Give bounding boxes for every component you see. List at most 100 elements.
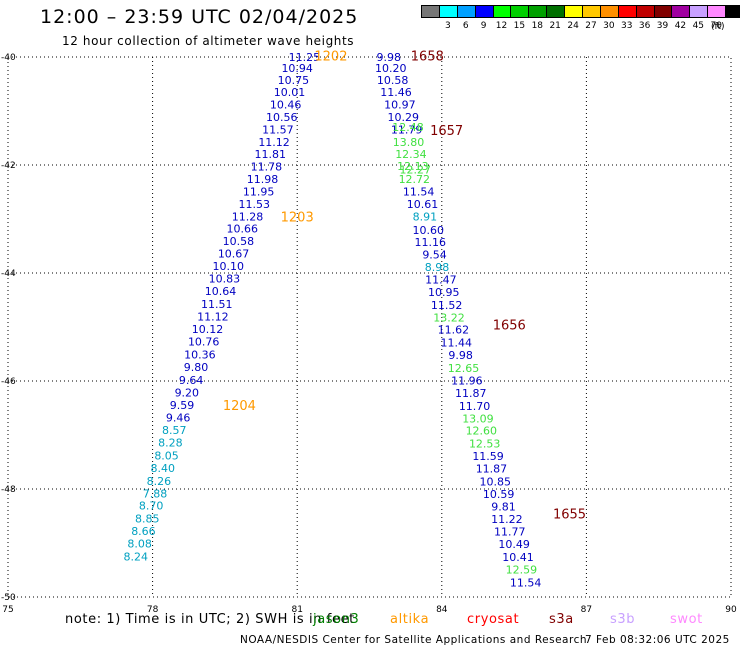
pass-time-label: 1203 xyxy=(281,210,314,225)
scale-bin: 24 xyxy=(564,5,584,31)
wave-height-value: 11.77 xyxy=(494,526,526,539)
wave-height-value: 9.46 xyxy=(166,412,191,425)
wave-height-value: 11.57 xyxy=(262,123,294,136)
wave-height-value: 10.01 xyxy=(274,86,306,99)
wave-height-value: 10.60 xyxy=(413,224,445,237)
wave-height-value: 9.64 xyxy=(179,374,204,387)
wave-height-value: 8.05 xyxy=(154,450,179,463)
wave-height-value: 7.88 xyxy=(143,487,168,500)
wave-height-value: 10.12 xyxy=(192,323,224,336)
wave-height-value: 12.59 xyxy=(506,563,538,576)
scale-label: 30 xyxy=(603,21,615,31)
wave-height-value: 10.75 xyxy=(278,74,310,87)
scale-label: 42 xyxy=(674,21,687,31)
wave-height-value: 11.51 xyxy=(201,298,233,311)
wave-height-value: 11.79 xyxy=(391,123,423,136)
note-text: note: 1) Time is in UTC; 2) SWH is in fe… xyxy=(65,612,355,627)
scale-label: 27 xyxy=(585,21,597,31)
wave-height-value: 11.52 xyxy=(431,299,463,312)
scale-label: 15 xyxy=(513,21,526,31)
wave-height-value: 13.09 xyxy=(462,412,494,425)
scale-label: 6 xyxy=(462,21,469,31)
wave-height-value: 9.59 xyxy=(170,399,195,412)
wave-height-value: 8.91 xyxy=(413,210,438,223)
scale-label: 24 xyxy=(567,21,579,31)
scale-label: 18 xyxy=(531,21,544,31)
mission-altika: altika xyxy=(390,612,430,627)
wave-height-value: 8.66 xyxy=(131,525,156,538)
wave-height-value: 11.28 xyxy=(232,210,264,223)
wave-height-value: 10.94 xyxy=(281,62,313,75)
wave-height-value: 9.20 xyxy=(175,386,200,399)
wave-height-value: 10.58 xyxy=(377,74,409,87)
pass-time-label: 1202 xyxy=(314,49,347,64)
scale-bin: 45 xyxy=(689,5,709,31)
wave-height-value: 10.56 xyxy=(266,111,298,124)
pass-time-label: 1657 xyxy=(430,124,463,139)
wave-height-value: 9.80 xyxy=(184,361,209,374)
scale-bin: 27 xyxy=(582,5,601,31)
wave-height-value: 10.36 xyxy=(184,349,216,362)
scale-label: 45 xyxy=(692,21,705,31)
scale-bin: 70 xyxy=(707,5,727,31)
pass-time-label: 1655 xyxy=(553,507,586,522)
scale-bin: 9 xyxy=(474,5,494,31)
wave-height-value: 11.81 xyxy=(254,148,286,161)
wave-height-value: 11.12 xyxy=(258,136,290,149)
color-scale-unit: (ft) xyxy=(711,22,725,32)
wave-height-value: 10.29 xyxy=(387,111,419,124)
wave-height-value: 8.40 xyxy=(150,462,175,475)
wave-height-value: 11.95 xyxy=(243,185,275,198)
wave-height-value: 10.95 xyxy=(428,286,460,299)
mission-swot: swot xyxy=(670,612,703,627)
wave-height-value: 8.28 xyxy=(158,437,183,450)
pass-time-label: 1204 xyxy=(223,399,256,414)
wave-height-value: 12.34 xyxy=(395,148,427,161)
scale-label: 21 xyxy=(549,21,561,31)
wave-height-value: 11.16 xyxy=(414,236,446,249)
wave-height-value: 13.22 xyxy=(433,311,465,324)
wave-height-value: 11.53 xyxy=(239,198,271,211)
mission-jason3: jason3 xyxy=(313,612,360,627)
wave-height-value: 11.78 xyxy=(251,161,283,174)
x-tick-label: 81 xyxy=(291,605,302,615)
wave-height-value: 11.44 xyxy=(441,337,473,350)
wave-height-value: 8.24 xyxy=(123,551,148,564)
wave-height-value: 10.58 xyxy=(223,235,255,248)
wave-height-value: 8.85 xyxy=(135,513,160,526)
color-scale-legend: 3 6 9 12 15 18 21 24 27 30 33 36 39 42 45 70 xyxy=(421,5,740,31)
wave-height-value: 10.67 xyxy=(218,248,250,261)
plot-grid xyxy=(8,57,731,597)
scale-label: 33 xyxy=(621,21,633,31)
mission-cryosat: cryosat xyxy=(467,612,520,627)
wave-height-value: 10.49 xyxy=(498,538,530,551)
wave-height-value: 11.54 xyxy=(403,185,435,198)
wave-height-value: 9.98 xyxy=(448,349,473,362)
footer-timestamp: 7 Feb 08:32:06 UTC 2025 xyxy=(585,634,730,646)
plot-marks: 11.2510.9410.7510.0110.4610.5611.5711.12… xyxy=(123,49,586,589)
wave-height-value: 8.57 xyxy=(162,424,187,437)
wave-height-value: 12.48 xyxy=(392,121,424,134)
wave-height-value: 9.98 xyxy=(377,51,402,64)
wave-height-value: 12.60 xyxy=(466,425,498,438)
wave-height-value: 11.98 xyxy=(247,173,279,186)
wave-height-value: 13.80 xyxy=(393,136,425,149)
scale-label: 39 xyxy=(656,21,669,31)
wave-height-value: 9.54 xyxy=(422,249,447,262)
wave-height-value: 12.13 xyxy=(397,160,429,173)
x-tick-label: 87 xyxy=(581,605,592,615)
scale-bin xyxy=(725,5,740,31)
wave-height-value: 11.96 xyxy=(451,374,483,387)
wave-height-value: 11.62 xyxy=(438,324,470,337)
scale-label: 9 xyxy=(480,21,487,31)
scale-swatch xyxy=(725,5,740,18)
wave-height-value: 8.08 xyxy=(127,538,152,551)
wave-height-value: 12.27 xyxy=(400,163,432,176)
chart-title: 12:00 – 23:59 UTC 02/04/2025 xyxy=(40,6,359,28)
wave-height-value: 10.59 xyxy=(483,488,515,501)
wave-height-value: 12.65 xyxy=(448,362,480,375)
y-tick-label: -50 xyxy=(1,593,16,603)
scale-label: 12 xyxy=(495,21,508,31)
wave-height-value: 10.66 xyxy=(227,223,259,236)
